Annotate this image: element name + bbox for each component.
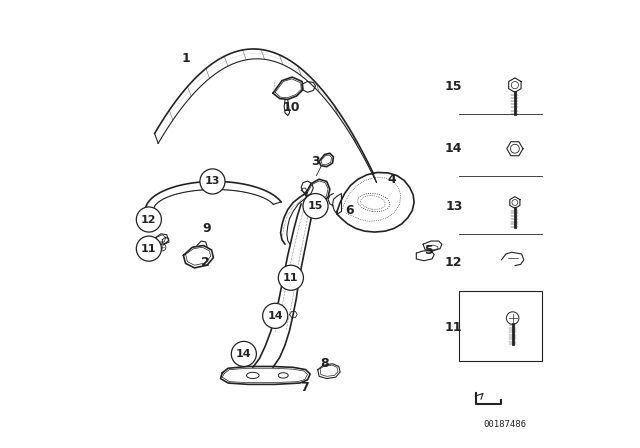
- Text: 8: 8: [320, 357, 329, 370]
- Circle shape: [200, 169, 225, 194]
- Circle shape: [136, 207, 161, 232]
- Bar: [459, 291, 541, 361]
- Text: 10: 10: [282, 101, 300, 114]
- Circle shape: [231, 341, 257, 366]
- Text: 5: 5: [426, 244, 434, 258]
- Circle shape: [136, 236, 161, 261]
- Text: 11: 11: [141, 244, 157, 254]
- Text: 11: 11: [445, 320, 463, 334]
- Text: 12: 12: [141, 215, 157, 224]
- Text: 4: 4: [387, 172, 396, 186]
- Text: 15: 15: [308, 201, 323, 211]
- Circle shape: [262, 303, 288, 328]
- Text: 6: 6: [345, 204, 353, 217]
- Text: 14: 14: [445, 142, 463, 155]
- Circle shape: [303, 194, 328, 219]
- Text: 1: 1: [181, 52, 190, 65]
- Text: 14: 14: [236, 349, 252, 359]
- Text: 13: 13: [445, 199, 463, 213]
- Text: 7: 7: [300, 381, 308, 394]
- Text: 14: 14: [268, 311, 283, 321]
- Text: 13: 13: [205, 177, 220, 186]
- Text: 15: 15: [445, 79, 463, 93]
- Text: 2: 2: [202, 255, 210, 269]
- Circle shape: [278, 265, 303, 290]
- Text: 12: 12: [445, 255, 463, 269]
- Text: 11: 11: [283, 273, 299, 283]
- Text: 9: 9: [203, 222, 211, 235]
- Text: 3: 3: [311, 155, 320, 168]
- Text: 00187486: 00187486: [483, 420, 526, 429]
